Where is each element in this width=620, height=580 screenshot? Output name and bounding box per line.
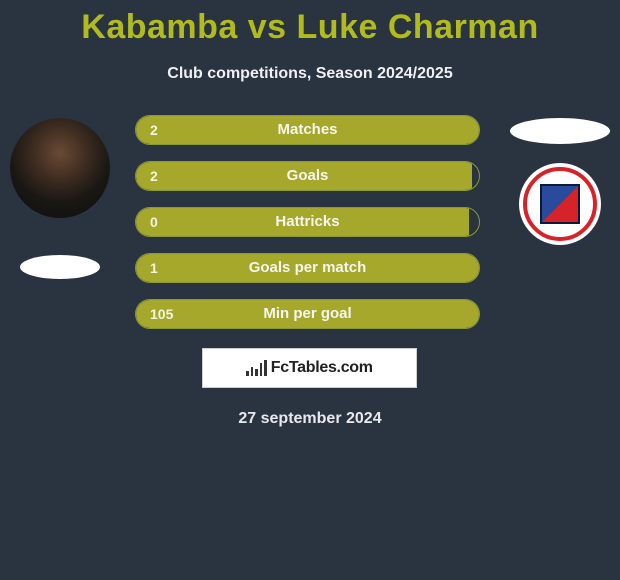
stat-label: Goals per match <box>136 254 479 282</box>
club-badge-core <box>540 184 580 224</box>
logo-bars-icon <box>246 360 267 376</box>
stat-row-hattricks: 0 Hattricks <box>135 207 480 237</box>
stat-label: Hattricks <box>136 208 479 236</box>
player-right-badge <box>519 163 601 245</box>
subtitle: Club competitions, Season 2024/2025 <box>0 65 620 83</box>
stat-row-min-per-goal: 105 Min per goal <box>135 299 480 329</box>
page-title: Kabamba vs Luke Charman <box>0 0 620 47</box>
stat-label: Min per goal <box>136 300 479 328</box>
player-left-photo <box>10 118 110 218</box>
comparison-panel: 2 Matches 2 Goals 0 Hattricks 1 Goals pe… <box>0 123 620 403</box>
club-badge-ring <box>523 167 597 241</box>
stat-row-goals: 2 Goals <box>135 161 480 191</box>
date-label: 27 september 2024 <box>0 410 620 428</box>
stat-label: Goals <box>136 162 479 190</box>
logo-text: FcTables.com <box>271 359 373 377</box>
stat-row-matches: 2 Matches <box>135 115 480 145</box>
stat-row-goals-per-match: 1 Goals per match <box>135 253 480 283</box>
stats-list: 2 Matches 2 Goals 0 Hattricks 1 Goals pe… <box>135 115 480 345</box>
stat-label: Matches <box>136 116 479 144</box>
player-left-name-oval <box>20 255 100 279</box>
player-right-name-oval <box>510 118 610 144</box>
fctables-logo: FcTables.com <box>202 348 417 388</box>
